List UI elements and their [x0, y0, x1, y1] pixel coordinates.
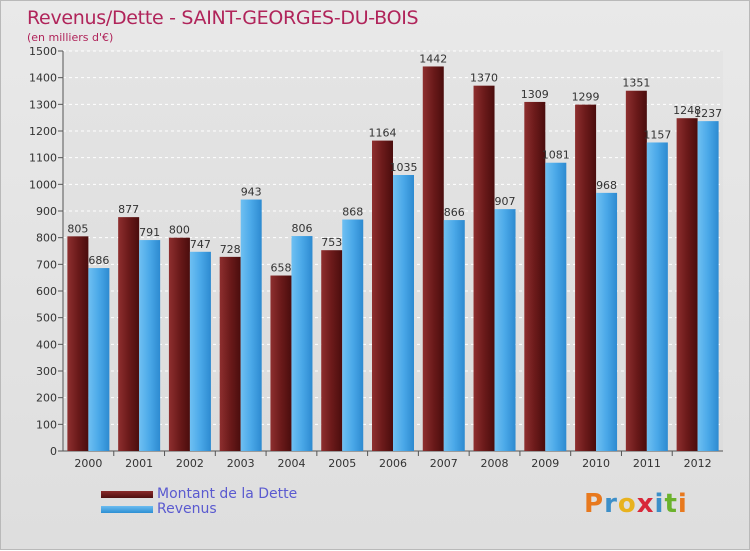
logo-letter: x — [636, 489, 655, 519]
y-tick-label: 300 — [36, 365, 57, 378]
bar-debt — [524, 101, 546, 451]
data-label-revenue: 943 — [241, 186, 262, 199]
bar-debt — [219, 256, 241, 451]
logo-letter: i — [677, 489, 688, 519]
y-tick-label: 1400 — [29, 72, 57, 85]
chart-subtitle: (en milliers d'€) — [27, 31, 114, 44]
data-label-debt: 805 — [67, 222, 88, 235]
x-tick-label: 2010 — [582, 457, 610, 470]
bar-revenue — [139, 240, 161, 451]
data-label-revenue: 907 — [495, 195, 516, 208]
bar-revenue — [596, 192, 618, 451]
data-label-debt: 753 — [321, 236, 342, 249]
data-label-revenue: 1035 — [390, 161, 418, 174]
data-label-debt: 1309 — [521, 88, 549, 101]
y-tick-label: 1200 — [29, 125, 57, 138]
bar-debt — [676, 118, 698, 451]
data-label-debt: 1351 — [622, 77, 650, 90]
bar-revenue — [697, 121, 719, 451]
y-tick-label: 1300 — [29, 98, 57, 111]
bar-revenue — [189, 251, 211, 451]
data-label-debt: 658 — [270, 262, 291, 275]
bar-revenue — [494, 209, 516, 451]
y-tick-label: 200 — [36, 392, 57, 405]
legend-swatch-debt — [101, 491, 153, 498]
data-label-revenue: 866 — [444, 206, 465, 219]
data-label-revenue: 791 — [139, 226, 160, 239]
bar-debt — [270, 275, 292, 451]
y-tick-label: 600 — [36, 285, 57, 298]
data-label-debt: 1248 — [673, 104, 701, 117]
logo-letter: t — [664, 489, 678, 519]
data-label-revenue: 1157 — [643, 128, 671, 141]
bar-revenue — [646, 142, 668, 451]
legend-swatch-revenue — [101, 506, 153, 513]
bar-debt — [422, 66, 444, 451]
bar-revenue — [545, 162, 567, 451]
legend-label-revenue: Revenus — [157, 501, 217, 517]
bar-debt — [473, 85, 495, 452]
y-tick-label: 400 — [36, 338, 57, 351]
chart-title: Revenus/Dette - SAINT-GEORGES-DU-BOIS — [27, 7, 419, 29]
y-tick-label: 700 — [36, 258, 57, 271]
bar-revenue — [342, 219, 364, 451]
x-tick-label: 2012 — [684, 457, 712, 470]
x-tick-label: 2004 — [277, 457, 305, 470]
data-label-revenue: 968 — [596, 179, 617, 192]
data-label-revenue: 1237 — [694, 107, 722, 120]
y-tick-label: 100 — [36, 418, 57, 431]
data-label-debt: 1370 — [470, 72, 498, 85]
bar-revenue — [291, 236, 313, 451]
data-label-debt: 1299 — [572, 91, 600, 104]
data-label-revenue: 806 — [291, 222, 312, 235]
x-tick-label: 2005 — [328, 457, 356, 470]
data-label-revenue: 868 — [342, 206, 363, 219]
x-tick-label: 2003 — [227, 457, 255, 470]
data-label-debt: 877 — [118, 203, 139, 216]
x-tick-label: 2001 — [125, 457, 153, 470]
y-tick-label: 500 — [36, 312, 57, 325]
data-label-revenue: 1081 — [542, 149, 570, 162]
logo-letter: r — [604, 489, 618, 519]
x-tick-label: 2009 — [531, 457, 559, 470]
x-tick-label: 2011 — [633, 457, 661, 470]
data-label-revenue: 747 — [190, 238, 211, 251]
x-tick-label: 2000 — [74, 457, 102, 470]
logo-letter: P — [584, 489, 605, 519]
bar-revenue — [443, 220, 465, 451]
proxiti-logo: Proxiti — [584, 489, 688, 519]
bar-debt — [67, 236, 89, 451]
logo-letter: o — [617, 489, 637, 519]
x-tick-label: 2007 — [430, 457, 458, 470]
y-tick-label: 1100 — [29, 152, 57, 165]
y-tick-label: 0 — [50, 445, 57, 458]
y-tick-label: 1000 — [29, 178, 57, 191]
x-tick-label: 2006 — [379, 457, 407, 470]
bar-debt — [625, 90, 647, 451]
data-label-debt: 800 — [169, 224, 190, 237]
data-label-debt: 1442 — [419, 52, 447, 65]
y-tick-label: 800 — [36, 232, 57, 245]
bar-debt — [168, 237, 190, 451]
logo-letter: i — [654, 489, 665, 519]
data-label-debt: 1164 — [369, 127, 397, 140]
data-label-revenue: 686 — [88, 254, 109, 267]
bar-debt — [118, 217, 140, 451]
bar-revenue — [240, 199, 262, 451]
y-tick-label: 900 — [36, 205, 57, 218]
x-tick-label: 2008 — [481, 457, 509, 470]
bar-debt — [372, 140, 393, 451]
x-tick-label: 2002 — [176, 457, 204, 470]
bar-revenue — [393, 175, 414, 451]
bar-debt — [575, 104, 597, 451]
bar-revenue — [88, 268, 110, 451]
data-label-debt: 728 — [220, 243, 241, 256]
legend-label-debt: Montant de la Dette — [157, 486, 298, 502]
bar-debt — [321, 250, 343, 451]
y-tick-label: 1500 — [29, 45, 57, 58]
